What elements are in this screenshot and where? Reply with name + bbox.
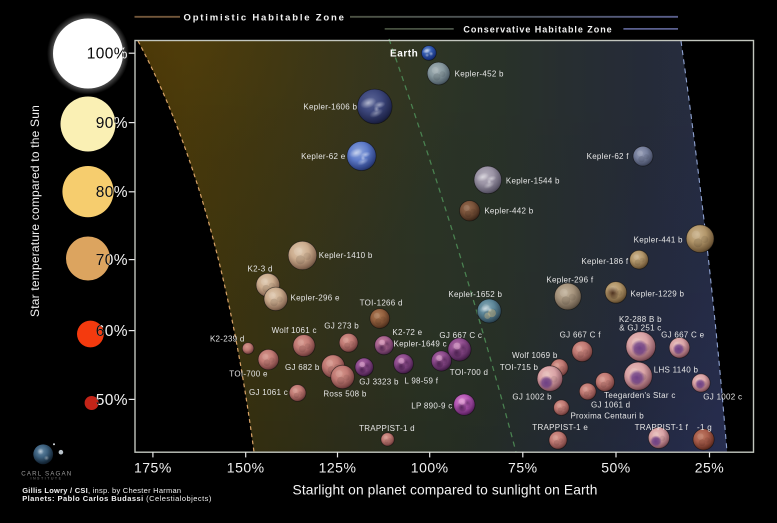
svg-text:GJ 667 C c: GJ 667 C c	[439, 331, 482, 340]
svg-text:50%: 50%	[96, 392, 128, 409]
svg-text:Optimistic Habitable Zone: Optimistic Habitable Zone	[184, 12, 346, 23]
svg-text:TOI-700 e: TOI-700 e	[229, 370, 268, 379]
svg-text:GJ 1061 c: GJ 1061 c	[249, 388, 288, 397]
svg-text:100%: 100%	[87, 46, 128, 63]
svg-text:Planets: Pablo Carlos Budassi: Planets: Pablo Carlos Budassi (Celestial…	[22, 494, 212, 503]
svg-text:Kepler-62 f: Kepler-62 f	[587, 152, 630, 161]
svg-text:Gillis Lowry / CSI, insp. by C: Gillis Lowry / CSI, insp. by Chester Har…	[22, 486, 181, 495]
svg-text:175%: 175%	[134, 459, 172, 475]
svg-text:GJ 273 b: GJ 273 b	[324, 321, 359, 330]
svg-text:Kepler-186 f: Kepler-186 f	[581, 257, 628, 266]
svg-text:K2-239 d: K2-239 d	[210, 334, 245, 343]
svg-text:-1 g: -1 g	[697, 423, 712, 432]
svg-text:Kepler-1229 b: Kepler-1229 b	[630, 289, 684, 298]
svg-text:K2-3 d: K2-3 d	[247, 265, 272, 274]
svg-text:Star temperature compared to t: Star temperature compared to the Sun	[28, 105, 42, 317]
svg-text:INSTITUTE: INSTITUTE	[30, 477, 62, 481]
svg-text:70%: 70%	[96, 252, 128, 269]
svg-text:GJ 1061 d: GJ 1061 d	[591, 401, 630, 410]
svg-text:LHS 1140 b: LHS 1140 b	[654, 365, 699, 374]
svg-text:GJ 682 b: GJ 682 b	[285, 363, 320, 372]
svg-text:K2-72 e: K2-72 e	[392, 328, 422, 337]
svg-text:150%: 150%	[227, 459, 265, 475]
svg-text:K2-288 B b: K2-288 B b	[619, 315, 662, 324]
svg-text:Kepler-1606 b: Kepler-1606 b	[303, 102, 357, 111]
svg-text:100%: 100%	[87, 46, 128, 63]
svg-text:& GJ 251 c: & GJ 251 c	[619, 323, 661, 332]
svg-text:GJ 667 C e: GJ 667 C e	[661, 331, 705, 340]
svg-text:GJ 667 C f: GJ 667 C f	[560, 331, 602, 340]
svg-text:Kepler-296 f: Kepler-296 f	[546, 276, 593, 285]
svg-text:Wolf 1069 b: Wolf 1069 b	[512, 351, 558, 360]
svg-text:Kepler-442 b: Kepler-442 b	[484, 207, 533, 216]
svg-text:Kepler-1652 b: Kepler-1652 b	[448, 290, 502, 299]
svg-text:GJ 3323 b: GJ 3323 b	[359, 378, 399, 387]
svg-text:Kepler-1410 b: Kepler-1410 b	[319, 251, 373, 260]
svg-text:Kepler-1649 c: Kepler-1649 c	[393, 339, 446, 348]
svg-text:TOI-715 b: TOI-715 b	[500, 363, 539, 372]
svg-text:80%: 80%	[96, 184, 128, 201]
svg-text:80%: 80%	[96, 184, 128, 201]
svg-text:TOI-700 d: TOI-700 d	[450, 368, 488, 377]
svg-text:Starlight on planet compared t: Starlight on planet compared to sunlight…	[293, 483, 598, 498]
svg-text:Kepler-452 b: Kepler-452 b	[455, 69, 504, 78]
svg-text:TOI-1266 d: TOI-1266 d	[360, 299, 403, 308]
svg-text:CARL SAGAN: CARL SAGAN	[21, 470, 72, 477]
svg-text:Kepler-62 e: Kepler-62 e	[301, 152, 346, 161]
svg-text:50%: 50%	[601, 459, 631, 475]
svg-text:Teegarden's Star c: Teegarden's Star c	[604, 391, 676, 400]
svg-text:Ross 508 b: Ross 508 b	[323, 390, 367, 399]
svg-text:TRAPPIST-1 f: TRAPPIST-1 f	[635, 423, 689, 432]
svg-text:TRAPPIST-1 e: TRAPPIST-1 e	[532, 423, 588, 432]
svg-text:50%: 50%	[96, 392, 128, 409]
svg-text:60%: 60%	[96, 323, 128, 340]
svg-text:60%: 60%	[96, 323, 128, 340]
svg-text:Kepler-441 b: Kepler-441 b	[634, 236, 683, 245]
svg-text:125%: 125%	[319, 459, 357, 475]
svg-text:100%: 100%	[411, 459, 449, 475]
svg-text:75%: 75%	[508, 459, 538, 475]
svg-text:Kepler-1544 b: Kepler-1544 b	[506, 176, 560, 185]
svg-text:GJ 1002 b: GJ 1002 b	[512, 393, 552, 402]
svg-text:Wolf 1061 c: Wolf 1061 c	[272, 326, 317, 335]
svg-text:90%: 90%	[96, 115, 128, 132]
svg-text:Kepler-296 e: Kepler-296 e	[291, 293, 340, 302]
svg-text:LP 890-9 c: LP 890-9 c	[411, 401, 452, 410]
svg-text:GJ 1002 c: GJ 1002 c	[703, 392, 742, 401]
svg-text:Conservative Habitable Zone: Conservative Habitable Zone	[463, 24, 612, 34]
svg-text:90%: 90%	[96, 115, 128, 132]
svg-text:Proxima Centauri b: Proxima Centauri b	[570, 411, 644, 420]
svg-text:Earth: Earth	[390, 49, 418, 60]
svg-text:25%: 25%	[695, 459, 725, 475]
svg-text:70%: 70%	[96, 252, 128, 269]
svg-text:L 98-59 f: L 98-59 f	[404, 376, 438, 385]
svg-text:TRAPPIST-1 d: TRAPPIST-1 d	[359, 424, 415, 433]
